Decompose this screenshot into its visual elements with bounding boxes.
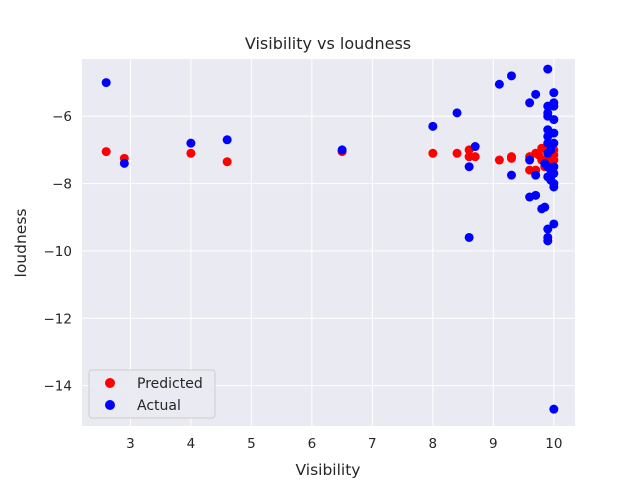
point-actual [549,168,559,178]
y-tick-labels: −14 −12 −10 −8 −6 [44,109,73,394]
x-tick-label: 3 [126,436,135,452]
point-predicted [470,152,480,162]
point-actual [549,182,559,192]
point-predicted [452,148,462,158]
point-actual [470,142,480,152]
y-axis-label: loudness [12,209,30,278]
y-tick-label: −8 [52,177,72,193]
point-actual [119,158,129,168]
point-actual [222,135,232,145]
x-tick-label: 4 [187,436,196,452]
point-actual [549,101,559,111]
point-predicted [101,147,111,157]
point-predicted [186,148,196,158]
x-tick-label: 9 [489,436,498,452]
legend-marker-predicted [105,378,115,388]
legend-marker-actual [105,400,115,410]
point-actual [452,108,462,118]
point-predicted [222,157,232,167]
y-tick-label: −6 [52,109,72,125]
point-actual [531,89,541,99]
x-tick-label: 10 [545,436,562,452]
x-tick-label: 8 [429,436,438,452]
chart-title: Visibility vs loudness [245,34,411,53]
legend-label-predicted: Predicted [137,376,203,392]
point-actual [543,236,553,246]
x-axis-label: Visibility [296,461,361,479]
plot-area [82,59,575,426]
point-actual [494,79,504,89]
legend: Predicted Actual [88,369,216,419]
point-actual [525,155,535,165]
point-actual [531,190,541,200]
point-actual [464,162,474,172]
point-predicted [506,152,516,162]
point-predicted [549,155,559,165]
x-tick-label: 6 [308,436,317,452]
point-actual [549,404,559,414]
point-actual [549,115,559,125]
y-tick-label: −12 [44,311,73,327]
x-tick-labels: 3 4 5 6 7 8 9 10 [126,436,562,452]
y-tick-label: −14 [44,379,73,395]
point-actual [186,138,196,148]
point-actual [540,202,550,212]
legend-label-actual: Actual [137,398,181,414]
legend-box [88,369,216,419]
point-actual [543,224,553,234]
point-predicted [428,148,438,158]
x-tick-label: 5 [247,436,256,452]
point-actual [549,88,559,98]
data-points [101,64,559,414]
y-tick-label: −10 [44,244,73,260]
point-actual [543,64,553,74]
point-actual [506,170,516,180]
point-actual [506,71,516,81]
point-actual [549,162,559,172]
point-actual [549,219,559,229]
point-actual [464,232,474,242]
point-actual [546,145,556,155]
point-actual [101,78,111,88]
point-actual [531,170,541,180]
point-actual [549,128,559,138]
point-predicted [494,155,504,165]
point-actual [428,121,438,131]
point-actual [525,98,535,108]
point-actual [337,145,347,155]
series-actual [101,64,559,414]
point-actual [549,138,559,148]
x-tick-label: 7 [368,436,377,452]
